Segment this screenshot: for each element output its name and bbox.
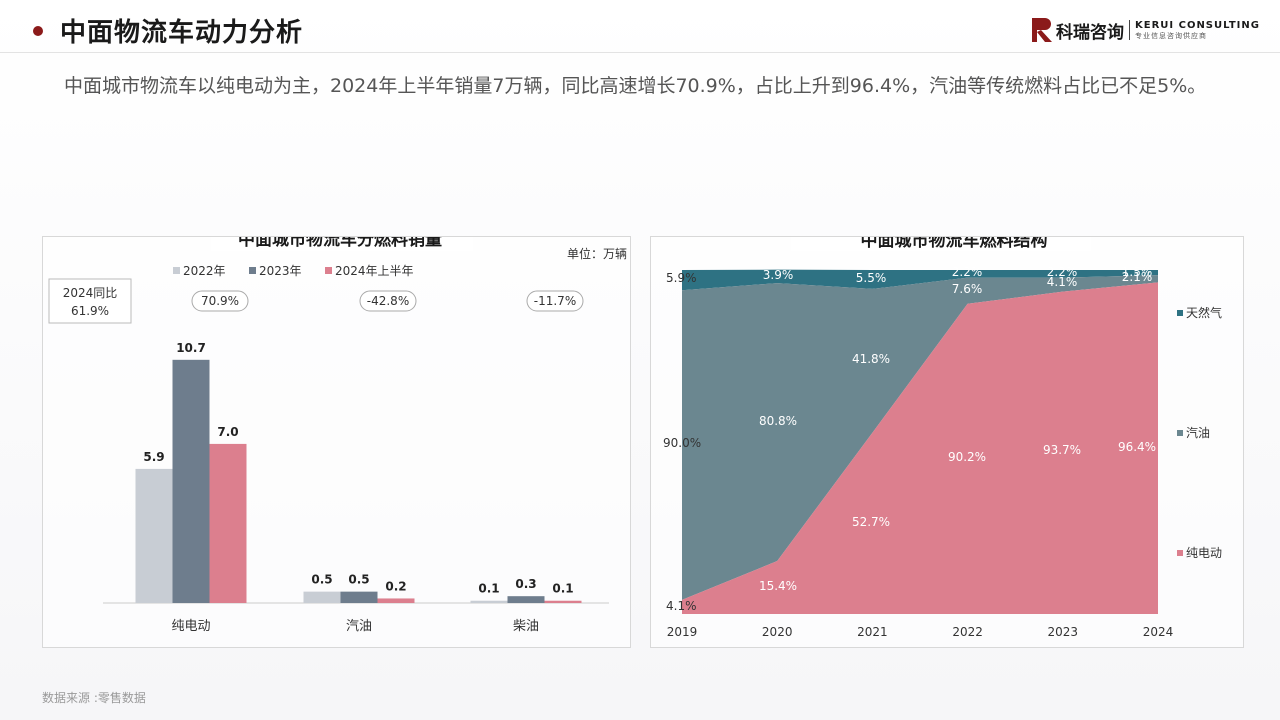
bar [377, 598, 415, 603]
electric-data-label: 4.1% [666, 599, 697, 613]
area-electric [682, 282, 1158, 614]
legend-label: 汽油 [1186, 425, 1210, 440]
legend-swatch [1177, 310, 1183, 316]
bar-value-label: 0.1 [478, 582, 499, 596]
x-tick-label: 2024 [1143, 625, 1174, 639]
bar-value-label: 10.7 [176, 341, 206, 355]
growth-pill [359, 290, 417, 312]
growth-label: 70.9% [201, 294, 239, 308]
x-tick-label: 2022 [952, 625, 983, 639]
legend-swatch [325, 267, 332, 274]
gasoline-data-label: 90.0% [663, 436, 701, 450]
bar-value-label: 0.5 [348, 573, 369, 587]
bar-value-label: 0.1 [552, 582, 573, 596]
chart-title: 中面城市物流车分燃料销量 [238, 237, 442, 250]
bar-value-label: 0.5 [311, 573, 332, 587]
bar-value-label: 7.0 [217, 425, 238, 439]
legend-label: 纯电动 [1186, 546, 1222, 560]
category-label: 纯电动 [171, 619, 210, 634]
legend-label: 2022年 [183, 264, 226, 278]
growth-pill [526, 290, 584, 312]
x-tick-label: 2020 [762, 625, 793, 639]
sales-chart-panel: 中面城市物流车分燃料销量单位：万辆 2022年 2023年 2024年上半年 2024同… [42, 229, 631, 648]
category-label: 汽油 [346, 619, 372, 634]
structure-chart-panel: 中面城市物流车燃料结构 2019 2020 2021 2022 2023 2024 4.1% 1… [650, 229, 1244, 648]
electric-data-label: 52.7% [852, 515, 890, 529]
gasoline-data-label: 41.8% [852, 352, 890, 366]
cng-data-label: 5.5% [856, 271, 887, 285]
growth-pill [191, 290, 249, 312]
cng-data-label: 1.5% [1122, 265, 1153, 279]
bar-value-label: 0.2 [385, 579, 406, 593]
growth-label: -11.7% [534, 294, 576, 308]
bar [507, 596, 545, 603]
logo-divider [1129, 20, 1130, 40]
electric-data-label: 90.2% [948, 450, 986, 464]
bar [135, 468, 173, 603]
bar [209, 443, 247, 603]
electric-data-label: 15.4% [759, 579, 797, 593]
bar-value-label: 5.9 [143, 450, 164, 464]
data-source: 数据来源 :零售数据 [42, 691, 146, 705]
electric-data-label: 93.7% [1043, 443, 1081, 457]
callout-line2: 61.9% [71, 304, 109, 318]
bar [340, 591, 378, 603]
unit-label: 单位：万辆 [567, 246, 627, 261]
legend-label: 2024年上半年 [335, 264, 414, 278]
legend-swatch [249, 267, 256, 274]
cng-data-label: 2.2% [1047, 265, 1078, 279]
area-cng [682, 269, 1158, 291]
legend-swatch [1177, 550, 1183, 556]
legend-label: 2023年 [259, 264, 302, 278]
page-title: 中面物流车动力分析 [60, 18, 304, 48]
electric-data-label: 96.4% [1118, 440, 1156, 454]
logo-english: KERUI CONSULTING 专业信息咨询供应商 [1135, 19, 1260, 40]
page-header: 中面物流车动力分析 科瑞咨询 KERUI CONSULTING 专业信息咨询供应… [0, 0, 1280, 60]
bar [172, 359, 210, 603]
brand-logo: 科瑞咨询 KERUI CONSULTING 专业信息咨询供应商 [1032, 16, 1260, 44]
x-tick-label: 2021 [857, 625, 888, 639]
cng-data-label: 5.9% [666, 271, 697, 285]
bar [544, 600, 582, 603]
bar-value-label: 0.3 [515, 577, 536, 591]
cng-data-label: 3.9% [763, 268, 794, 282]
logo-r-icon [1032, 18, 1052, 42]
growth-label: -42.8% [367, 294, 409, 308]
gasoline-data-label: 80.8% [759, 414, 797, 428]
x-tick-label: 2019 [667, 625, 698, 639]
gasoline-data-label: 7.6% [952, 282, 983, 296]
header-divider [0, 52, 1280, 53]
area-gasoline [682, 275, 1158, 600]
legend-swatch [173, 267, 180, 274]
title-bullet [33, 26, 43, 36]
cng-data-label: 2.2% [952, 265, 983, 279]
gasoline-data-label: 2.1% [1122, 270, 1153, 284]
logo-tagline: 专业信息咨询供应商 [1135, 31, 1207, 40]
chart-title: 中面城市物流车燃料结构 [861, 237, 1048, 251]
legend-swatch [1177, 430, 1183, 436]
summary-text: 中面城市物流车以纯电动为主，2024年上半年销量7万辆，同比高速增长70.9%，… [64, 75, 1207, 97]
callout-box [48, 278, 132, 324]
logo-name: 科瑞咨询 [1056, 22, 1124, 43]
legend-label: 天然气 [1186, 305, 1222, 320]
x-tick-label: 2023 [1048, 625, 1079, 639]
category-label: 柴油 [513, 619, 539, 634]
gasoline-data-label: 4.1% [1047, 275, 1078, 289]
bar [470, 600, 508, 603]
bar [303, 591, 341, 603]
callout-line1: 2024同比 [63, 286, 118, 300]
logo-en-name: KERUI CONSULTING [1135, 19, 1260, 31]
fuel-structure-area-chart: 中面城市物流车燃料结构 2019 2020 2021 2022 2023 2024 4.1% 1… [663, 229, 1222, 639]
